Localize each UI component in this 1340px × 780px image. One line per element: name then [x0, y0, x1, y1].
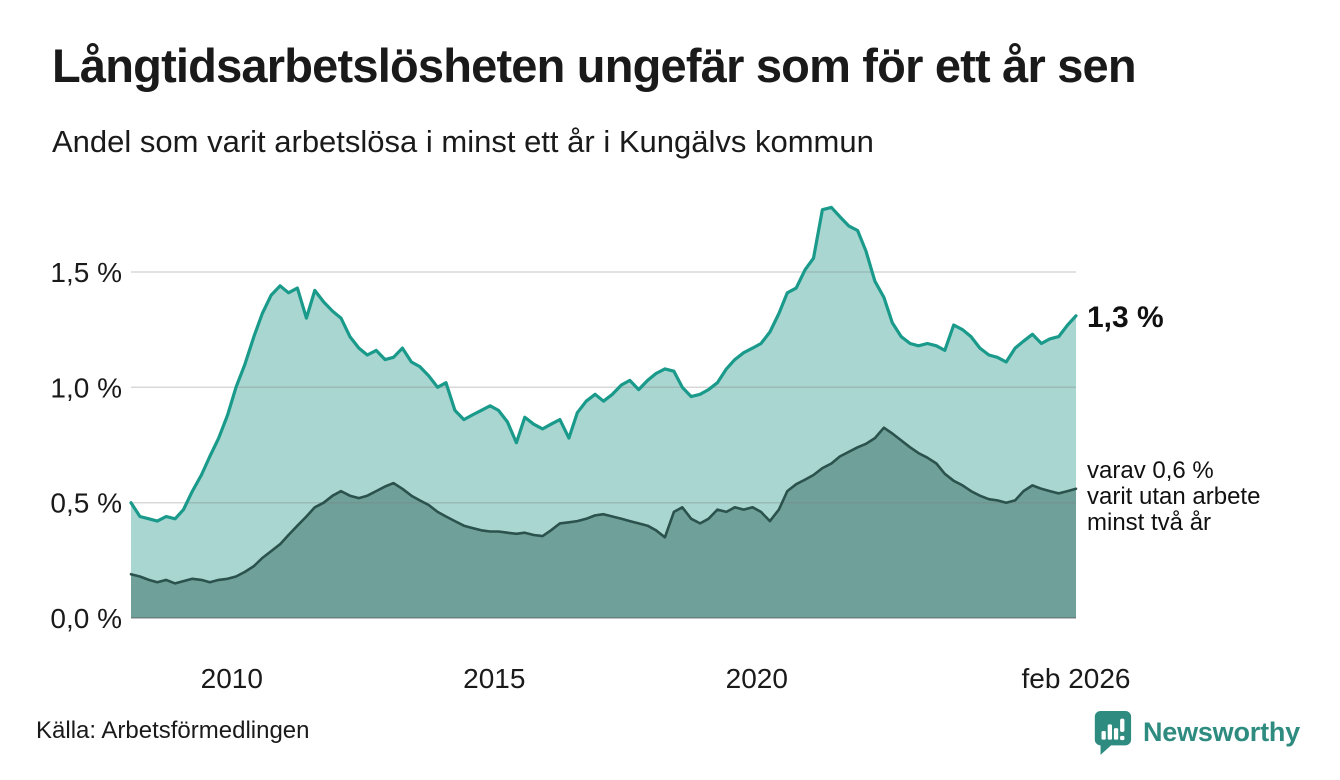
svg-text:feb 2026: feb 2026	[1022, 663, 1131, 694]
y-axis-tick-labels: 0,0 % 0,5 % 1,0 % 1,5 %	[50, 257, 122, 634]
svg-text:0,5 %: 0,5 %	[50, 488, 122, 519]
gridlines	[131, 271, 1076, 619]
svg-text:0,0 %: 0,0 %	[50, 603, 122, 634]
page-title: Långtidsarbetslösheten ungefär som för e…	[52, 39, 1137, 92]
svg-text:2020: 2020	[726, 663, 788, 694]
source-attribution: Källa: Arbetsförmedlingen	[36, 717, 310, 744]
svg-text:1,5 %: 1,5 %	[50, 257, 122, 288]
secondary-annotation-line3: minst två år	[1087, 509, 1212, 536]
secondary-series-annotation: varav 0,6 % varit utan arbete minst två …	[1087, 458, 1260, 536]
latest-value-label: 1,3 %	[1087, 301, 1164, 334]
newsworthy-wordmark: Newsworthy	[1142, 716, 1300, 747]
svg-text:1,0 %: 1,0 %	[50, 372, 122, 403]
svg-text:2010: 2010	[201, 663, 263, 694]
page-subtitle: Andel som varit arbetslösa i minst ett å…	[52, 124, 874, 159]
svg-text:2015: 2015	[463, 663, 525, 694]
series-line-minst-ett-ar	[129, 205, 1078, 523]
secondary-annotation-line1: varav 0,6 %	[1087, 457, 1214, 484]
series-line-minst-tva-ar	[129, 426, 1078, 585]
newsworthy-logo-icon	[1094, 711, 1132, 755]
newsworthy-brand: Newsworthy	[1091, 708, 1300, 756]
area-fill-minst-tva-ar	[131, 427, 1076, 618]
x-axis-tick-labels: 2010 2015 2020 feb 2026	[201, 663, 1131, 694]
secondary-annotation-line2: varit utan arbete	[1087, 483, 1261, 510]
